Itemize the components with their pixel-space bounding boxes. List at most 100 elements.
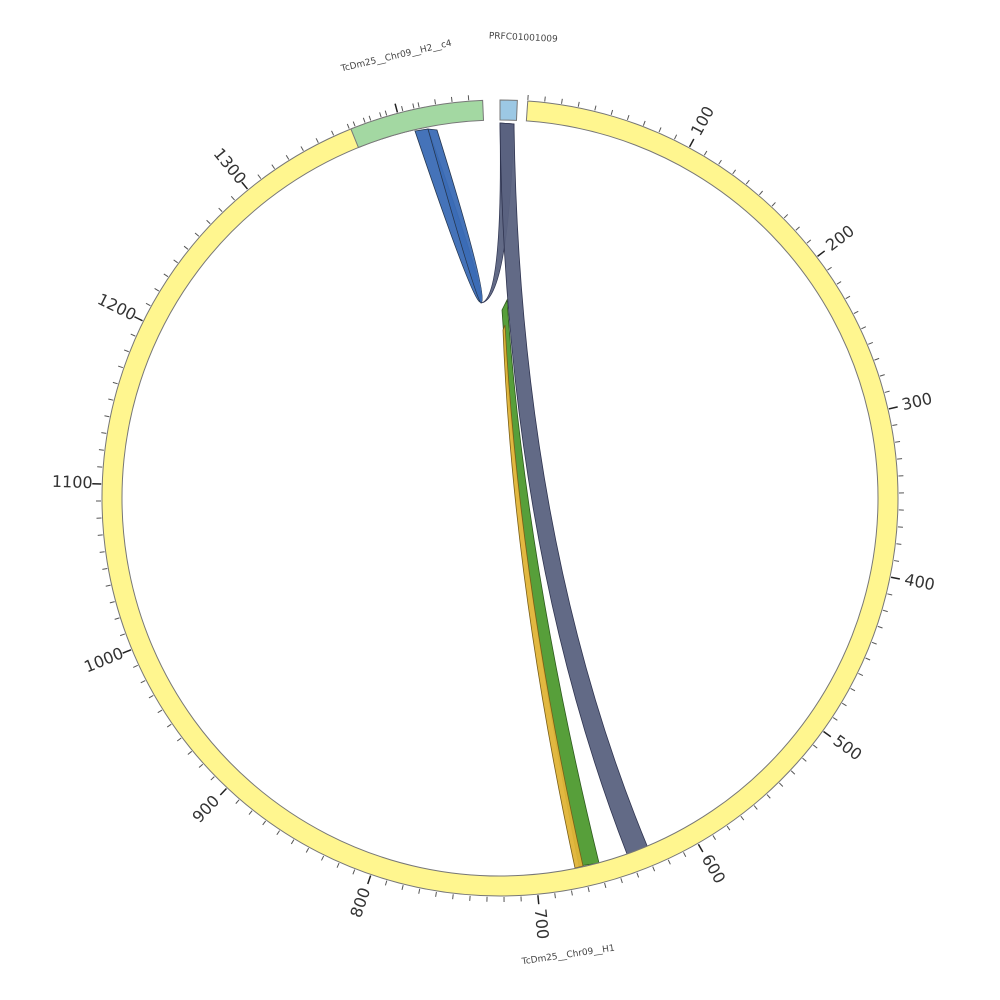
- minor-tick: [133, 664, 138, 668]
- minor-tick: [806, 239, 812, 244]
- minor-tick: [610, 109, 614, 115]
- minor-tick: [352, 869, 356, 875]
- minor-tick: [166, 723, 172, 728]
- minor-tick: [871, 641, 877, 645]
- minor-tick: [790, 770, 796, 775]
- minor-tick: [384, 110, 388, 116]
- minor-tick: [594, 105, 597, 111]
- minor-tick: [173, 259, 178, 264]
- minor-tick: [450, 96, 453, 102]
- minor-tick: [879, 374, 885, 377]
- major-tick: [394, 103, 399, 113]
- minor-tick: [642, 120, 646, 126]
- minor-tick: [412, 103, 415, 109]
- minor-tick: [104, 415, 110, 418]
- minor-tick: [154, 288, 160, 292]
- tick-label-800: 800: [346, 885, 374, 920]
- link-blue-secondary: [427, 128, 483, 304]
- minor-tick: [346, 123, 350, 129]
- minor-tick: [198, 763, 204, 768]
- minor-tick: [895, 441, 901, 443]
- minor-tick: [130, 333, 136, 337]
- minor-tick: [379, 112, 382, 118]
- minor-tick: [117, 365, 124, 369]
- minor-tick: [561, 98, 563, 104]
- minor-tick: [795, 226, 800, 231]
- major-tick: [890, 576, 901, 580]
- major-tick: [823, 730, 832, 738]
- minor-tick: [187, 750, 193, 755]
- minor-tick: [861, 326, 867, 330]
- minor-tick: [766, 794, 771, 799]
- minor-tick: [331, 130, 335, 136]
- minor-tick: [554, 893, 556, 899]
- minor-tick: [745, 179, 750, 185]
- major-tick: [219, 787, 228, 796]
- minor-tick: [667, 859, 671, 865]
- tick-label-700: 700: [531, 908, 553, 940]
- minor-tick: [112, 381, 118, 385]
- minor-tick: [102, 567, 108, 570]
- minor-tick: [812, 744, 818, 749]
- tick-label-1000: 1000: [81, 643, 126, 676]
- minor-tick: [892, 424, 898, 426]
- minor-tick: [235, 799, 240, 804]
- minor-tick: [140, 680, 146, 684]
- tick-label-500: 500: [830, 731, 866, 764]
- minor-tick: [683, 852, 687, 857]
- minor-tick: [218, 207, 223, 212]
- tick-label-200: 200: [822, 221, 858, 255]
- tick-label-1300: 1300: [210, 144, 250, 188]
- minor-tick: [109, 601, 115, 604]
- minor-tick: [300, 146, 304, 152]
- major-tick: [241, 181, 249, 190]
- minor-tick: [636, 872, 640, 878]
- tick-label-100: 100: [687, 103, 718, 139]
- minor-tick: [230, 196, 235, 201]
- major-tick: [888, 406, 898, 410]
- tick-label-300: 300: [900, 389, 934, 414]
- minor-tick: [758, 190, 764, 196]
- minor-tick: [771, 202, 776, 207]
- minor-tick: [577, 101, 580, 107]
- minor-tick: [887, 593, 893, 596]
- minor-tick: [99, 551, 105, 553]
- minor-tick: [401, 106, 404, 112]
- minor-tick: [271, 164, 276, 170]
- minor-tick: [176, 737, 182, 742]
- minor-tick: [865, 657, 871, 661]
- minor-tick: [732, 169, 737, 175]
- ideogram-h2-c4: [350, 99, 485, 149]
- links-layer: [414, 122, 649, 869]
- link-yellow: [502, 324, 584, 869]
- minor-tick: [285, 154, 290, 160]
- minor-tick: [321, 855, 325, 861]
- minor-tick: [114, 617, 120, 620]
- minor-tick: [893, 560, 900, 562]
- minor-tick: [571, 890, 573, 896]
- label-h2-c4: TcDm25__Chr09__H2__c4: [339, 39, 453, 75]
- minor-tick: [718, 159, 722, 165]
- major-tick: [134, 316, 143, 322]
- minor-tick: [726, 825, 731, 831]
- minor-tick: [362, 117, 366, 123]
- minor-tick: [740, 815, 745, 821]
- minor-tick: [435, 891, 437, 897]
- minor-tick: [658, 127, 662, 133]
- minor-tick: [882, 609, 888, 613]
- minor-tick: [210, 776, 215, 781]
- major-tick: [367, 875, 372, 885]
- minor-tick: [305, 847, 310, 853]
- minor-tick: [417, 102, 420, 108]
- minor-tick: [587, 887, 590, 893]
- tick-label-600: 600: [698, 851, 730, 887]
- minor-tick: [858, 672, 864, 677]
- major-tick: [817, 250, 826, 257]
- minor-tick: [626, 114, 630, 121]
- major-tick: [697, 843, 704, 853]
- major-tick: [537, 895, 540, 905]
- minor-tick: [868, 341, 874, 345]
- minor-tick: [123, 349, 129, 353]
- minor-tick: [544, 96, 546, 102]
